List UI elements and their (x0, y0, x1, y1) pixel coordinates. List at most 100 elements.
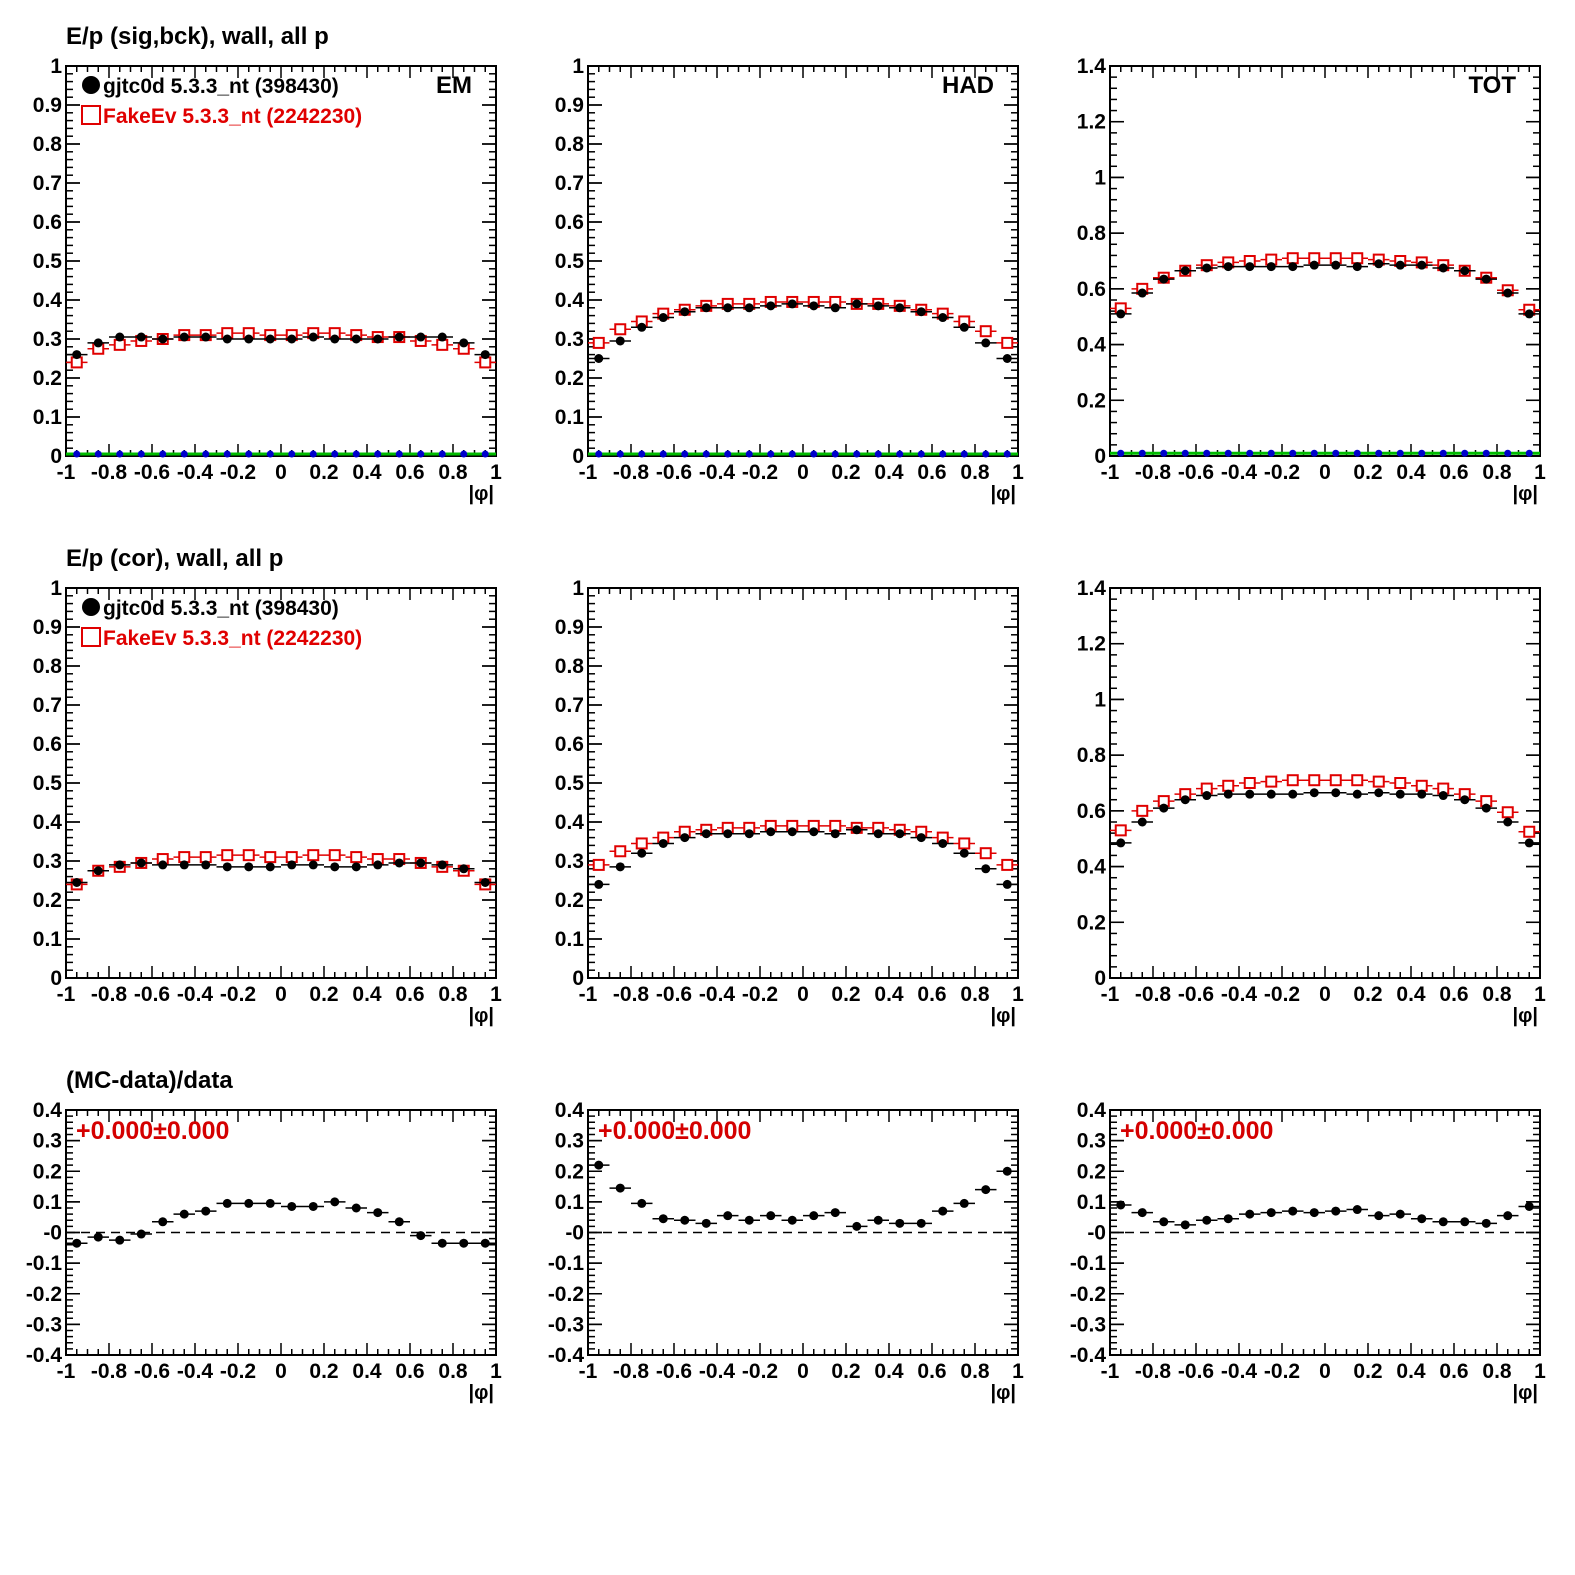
ratio-point (459, 1238, 469, 1248)
x-tick-label: 0 (275, 461, 287, 484)
x-axis-label: |φ| (1513, 1005, 1539, 1027)
ratio-point (744, 1215, 754, 1225)
x-tick-label: 0.2 (831, 1360, 860, 1383)
data-point (1352, 262, 1362, 272)
y-tick-label: 0.8 (555, 133, 585, 156)
x-tick-label: -0.6 (1178, 461, 1214, 484)
data-point (1352, 789, 1362, 799)
x-tick-label: -0.6 (134, 461, 170, 484)
extra-series-point (1289, 449, 1297, 457)
data-point (766, 827, 776, 837)
mc-point (958, 837, 971, 850)
data-point (158, 334, 168, 344)
x-tick-label: -1 (579, 1360, 598, 1383)
y-tick-label: 0.9 (33, 94, 62, 117)
y-tick-label: 0.9 (555, 94, 584, 117)
ratio-point (1417, 1214, 1427, 1224)
x-tick-label: 0.4 (1396, 1360, 1426, 1383)
extra-series-point (896, 450, 904, 458)
legend-data-label: gjtc0d 5.3.3_nt (398430) (103, 75, 339, 98)
ratio-point (265, 1198, 275, 1208)
y-tick-label: 0.1 (555, 1191, 585, 1214)
y-tick-label: 1 (50, 577, 62, 600)
data-point (1395, 789, 1405, 799)
extra-series-point (374, 450, 382, 458)
data-point (1309, 260, 1319, 270)
x-tick-label: -0.8 (613, 983, 650, 1006)
data-point (615, 336, 625, 346)
x-tick-label: 0.6 (917, 461, 946, 484)
panels-group: -1 -0.8 -0.6 -0.4 -0.2 0 0.2 0.4 0.6 0.8 1 0 0.1 0.2 0… (26, 55, 1546, 1404)
data-point (351, 862, 361, 872)
data-point (744, 303, 754, 313)
data-point (830, 303, 840, 313)
data-point (1223, 789, 1233, 799)
ratio-point (895, 1218, 905, 1228)
y-tick-label: 0.4 (555, 289, 585, 312)
x-tick-label: -0.6 (656, 461, 692, 484)
y-tick-label: 0.8 (33, 655, 63, 678)
y-tick-label: 0.1 (33, 406, 63, 429)
extra-series-point (638, 450, 646, 458)
ratio-annotation: +0.000±0.000 (1120, 1117, 1273, 1145)
ratio-point (1331, 1206, 1341, 1216)
y-tick-label: 0.5 (555, 772, 585, 795)
data-point (701, 829, 711, 839)
data-point (1309, 788, 1319, 798)
x-tick-label: 0.4 (874, 461, 904, 484)
x-tick-label: -0.8 (1135, 461, 1172, 484)
data-point (1438, 791, 1448, 801)
data-point (1288, 789, 1298, 799)
legend-mc-marker (81, 627, 101, 647)
data-point (658, 313, 668, 323)
x-tick-label: -0.4 (177, 461, 214, 484)
data-point (480, 877, 490, 887)
ratio-point (938, 1206, 948, 1216)
ratio-point (1202, 1215, 1212, 1225)
y-tick-label: -0 (1087, 1222, 1106, 1245)
ratio-point (1266, 1208, 1276, 1218)
extra-series-point (1138, 449, 1146, 457)
y-tick-label: 1 (572, 55, 584, 78)
mc-point (1286, 774, 1299, 787)
data-point (373, 860, 383, 870)
data-point (416, 332, 426, 342)
y-tick-label: 1.4 (1077, 55, 1107, 78)
data-point (244, 334, 254, 344)
data-point (93, 338, 103, 348)
y-tick-label: 0.2 (33, 1160, 62, 1183)
extra-series-point (1224, 449, 1232, 457)
y-tick-label: 0 (50, 967, 62, 990)
ratio-point (1137, 1208, 1147, 1218)
y-tick-label: 0.1 (33, 1191, 63, 1214)
extra-series-point (417, 450, 425, 458)
mc-point (1501, 806, 1514, 819)
mc-point (1329, 774, 1342, 787)
y-tick-label: 0.2 (1077, 911, 1106, 934)
extra-series-point (331, 450, 339, 458)
x-tick-label: -1 (57, 1360, 76, 1383)
x-tick-label: -0.2 (220, 1360, 256, 1383)
y-tick-label: -0.2 (548, 1283, 584, 1306)
x-tick-label: -1 (57, 983, 76, 1006)
data-point (916, 307, 926, 317)
extra-series-point (1504, 449, 1512, 457)
ratio-point (830, 1208, 840, 1218)
y-tick-label: -0 (565, 1222, 584, 1245)
y-tick-label: 0.6 (33, 733, 62, 756)
data-point (658, 838, 668, 848)
x-tick-label: -1 (579, 461, 598, 484)
panel-corner-label: HAD (942, 72, 994, 99)
data-point (787, 299, 797, 309)
y-tick-label: -0.1 (1070, 1252, 1107, 1275)
ratio-point (1374, 1211, 1384, 1221)
data-point (1417, 789, 1427, 799)
data-point (1137, 817, 1147, 827)
ratio-point (658, 1214, 668, 1224)
ratio-point (308, 1201, 318, 1211)
extra-series-point (1439, 449, 1447, 457)
data-point (72, 350, 82, 360)
x-tick-label: -0.4 (177, 1360, 214, 1383)
x-tick-label: 0 (797, 461, 809, 484)
